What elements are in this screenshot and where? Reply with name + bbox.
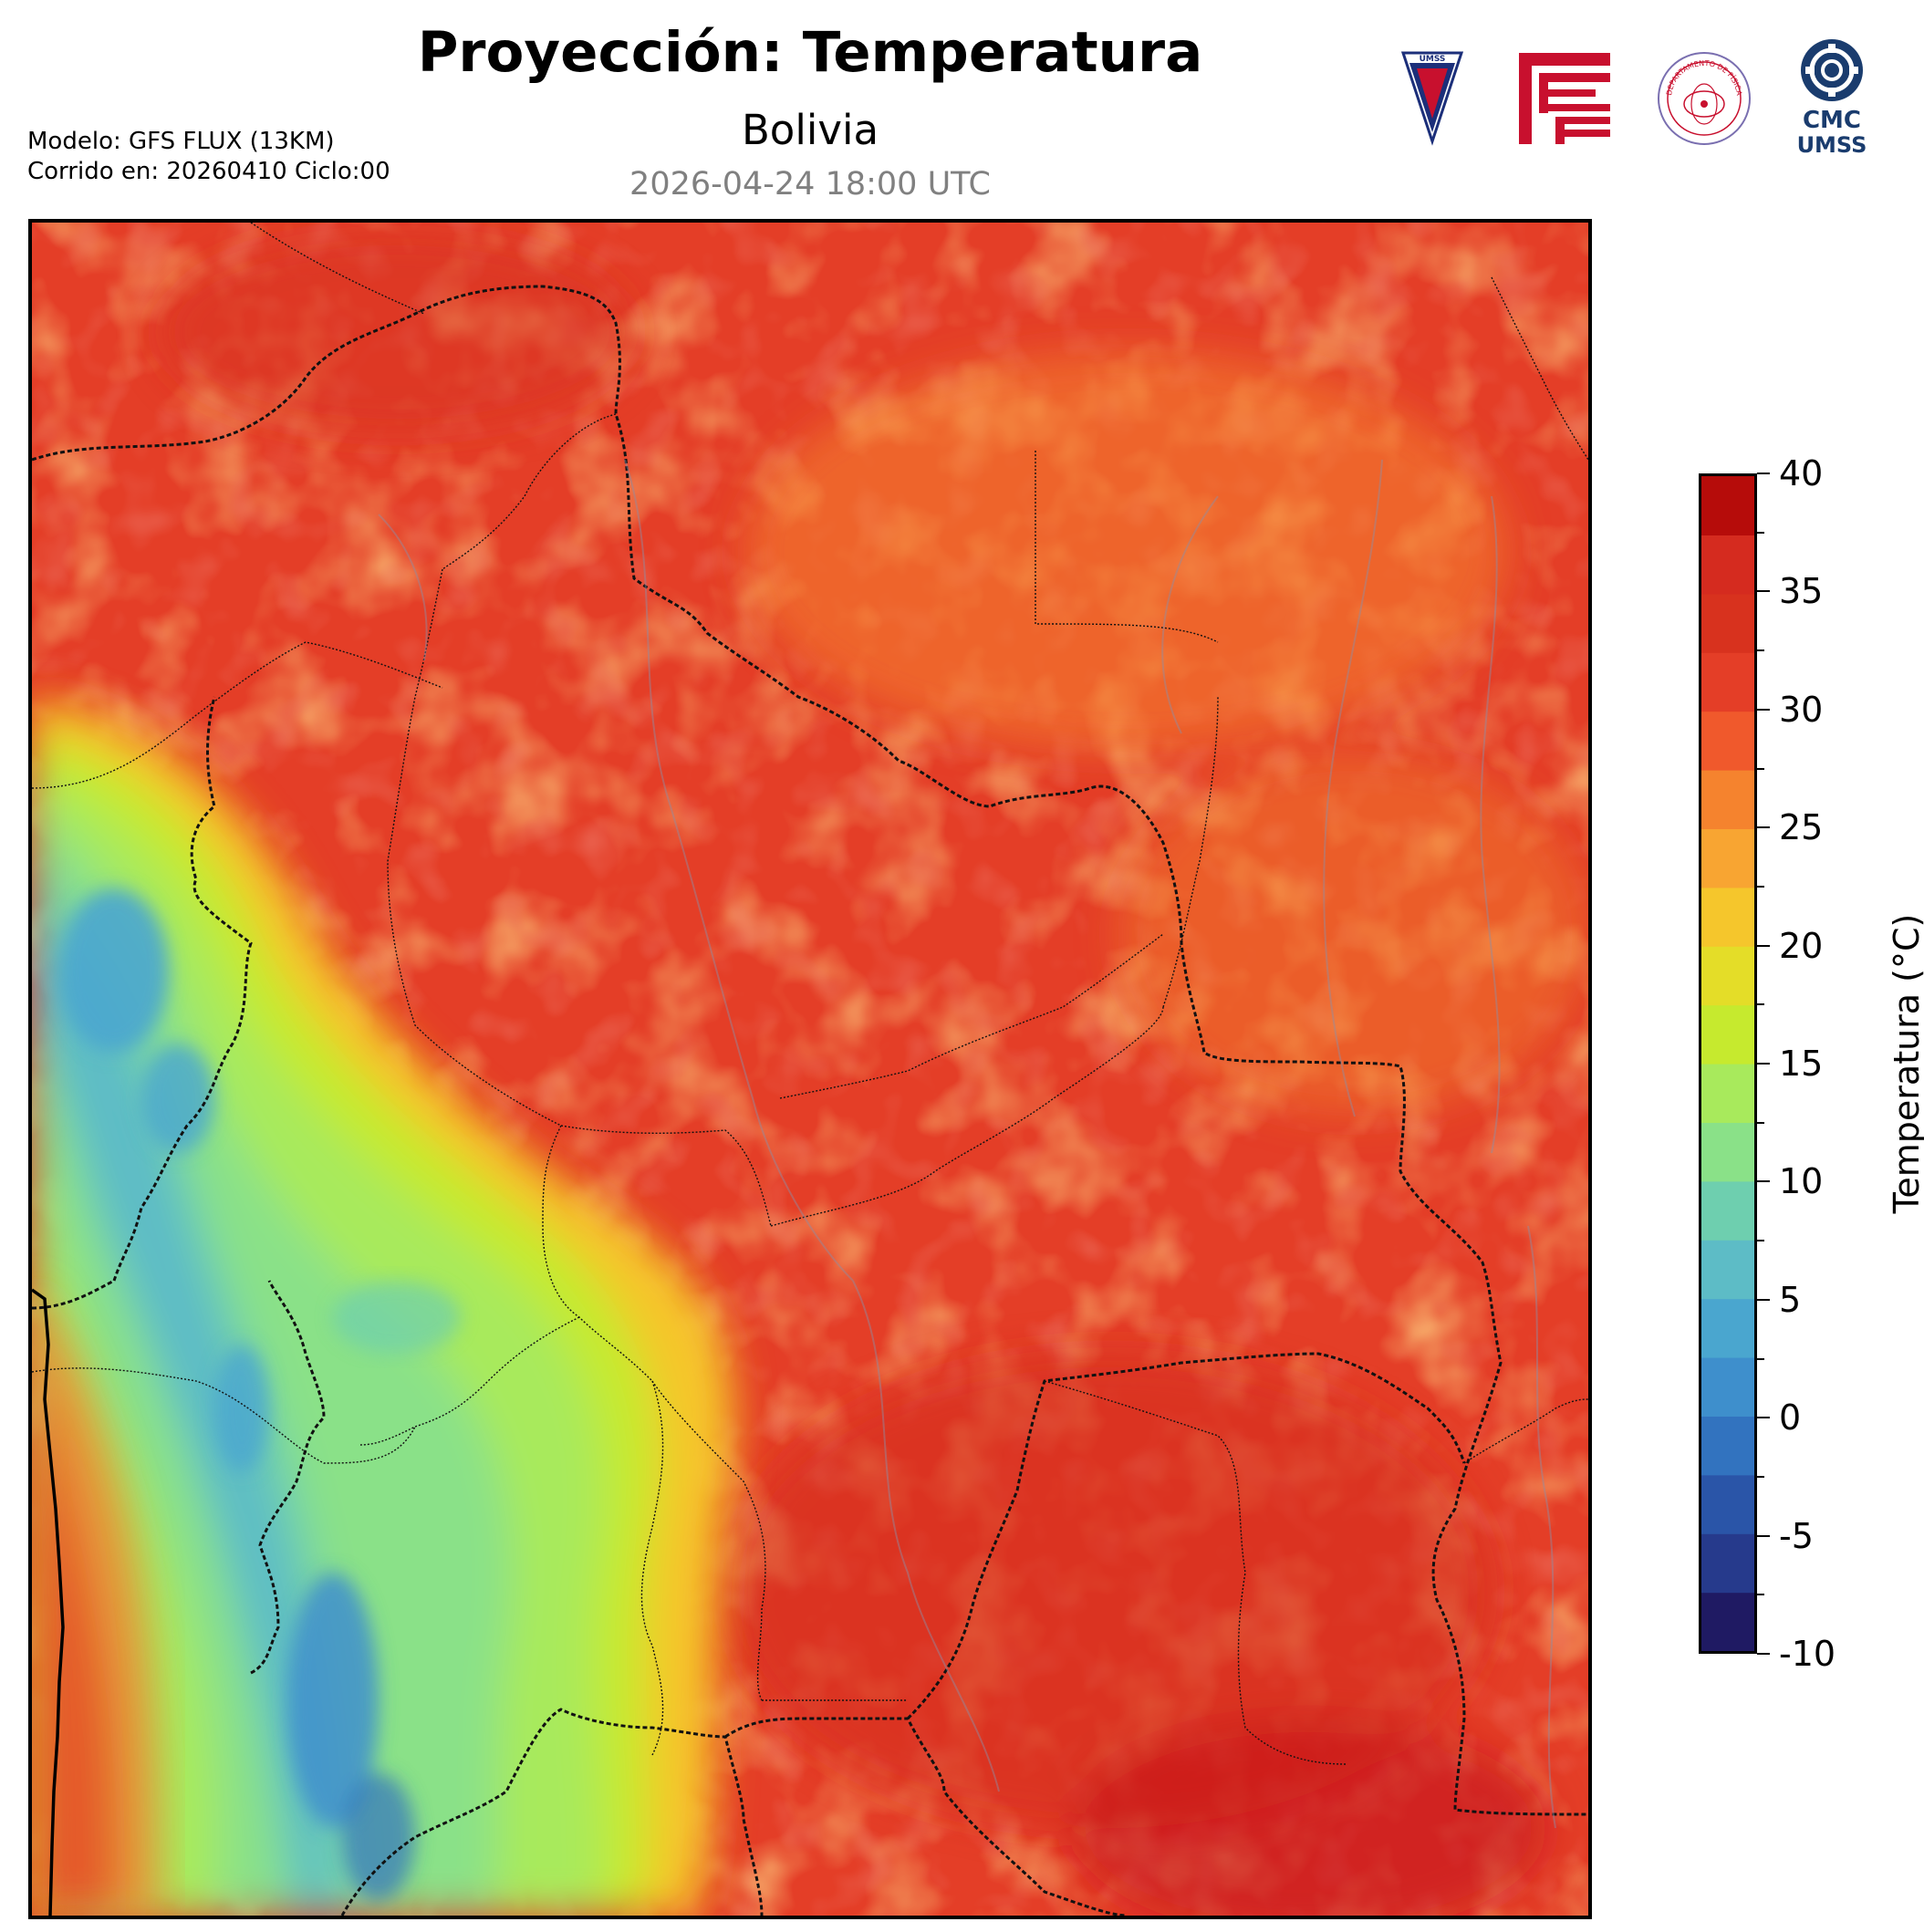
colorbar-tick-label: 30	[1779, 689, 1824, 730]
colorbar-major-tick	[1757, 1653, 1770, 1655]
svg-text:CMC: CMC	[1803, 107, 1861, 134]
colorbar-tick-label: 15	[1779, 1044, 1824, 1084]
colorbar-tick-label: 10	[1779, 1161, 1824, 1202]
colorbar-swatch	[1701, 652, 1754, 712]
colorbar-swatch	[1701, 1533, 1754, 1594]
department-borders	[32, 223, 1588, 1765]
rivers	[378, 459, 1556, 1829]
colorbar-minor-tick	[1757, 1121, 1764, 1124]
altiplano-cold-spots	[59, 888, 415, 1901]
colorbar-minor-tick	[1757, 1475, 1764, 1478]
colorbar-tick-label: 0	[1779, 1397, 1802, 1439]
colorbar-swatch	[1701, 887, 1754, 947]
departamento-fisica-seal: DEPARTAMENTO DE FÍSICA	[1653, 47, 1755, 153]
colorbar-swatch	[1701, 1122, 1754, 1182]
colorbar-tick-label: 5	[1779, 1279, 1802, 1320]
colorbar-swatch	[1701, 1357, 1754, 1417]
colorbar-minor-tick	[1757, 1240, 1764, 1242]
colorbar-minor-tick	[1757, 531, 1764, 534]
colorbar-major-tick	[1757, 590, 1770, 593]
colorbar-tick-label: -5	[1779, 1515, 1814, 1556]
model-info: Modelo: GFS FLUX (13KM)	[27, 128, 335, 155]
colorbar-swatch	[1701, 476, 1754, 535]
valid-time: 2026-04-24 18:00 UTC	[629, 166, 991, 203]
colorbar-tick-label: 35	[1779, 571, 1824, 612]
temperature-colorbar	[1699, 473, 1757, 1654]
colorbar-major-tick	[1757, 473, 1770, 474]
colorbar-swatch	[1701, 593, 1754, 653]
region-subtitle: Bolivia	[741, 106, 879, 154]
colorbar-tick-label: 40	[1779, 453, 1824, 493]
colorbar-swatch	[1701, 1592, 1754, 1651]
colorbar-swatch	[1701, 1416, 1754, 1476]
colorbar-swatches	[1701, 476, 1754, 1651]
colorbar-swatch	[1701, 946, 1754, 1006]
colorbar-major-tick	[1757, 708, 1770, 711]
colorbar-minor-tick	[1757, 767, 1764, 770]
colorbar-major-tick	[1757, 1063, 1770, 1065]
colorbar-swatch	[1701, 1298, 1754, 1358]
cmc-umss-logo: CMC UMSS	[1791, 36, 1873, 163]
colorbar-minor-tick	[1757, 885, 1764, 888]
colorbar-swatch	[1701, 828, 1754, 888]
colorbar-major-tick	[1757, 944, 1770, 947]
colorbar-major-tick	[1757, 1298, 1770, 1301]
lake-titicaca-zone	[333, 1281, 461, 1354]
colorbar-tick-label: -10	[1779, 1634, 1836, 1674]
colorbar-major-tick	[1757, 1534, 1770, 1537]
faculty-logo	[1519, 53, 1610, 148]
colorbar-swatch	[1701, 1064, 1754, 1123]
colorbar-swatch	[1701, 1004, 1754, 1065]
colorbar-label: Temperatura (°C)	[1887, 913, 1924, 1214]
colorbar-major-tick	[1757, 1417, 1770, 1419]
pacific-coastline	[32, 1288, 65, 1916]
field-regional-patches	[160, 232, 1588, 1916]
coastal-warm-strip	[32, 1281, 160, 1916]
umss-shield-logo: UMSS	[1400, 50, 1464, 150]
map-title: Proyección: Temperatura	[417, 20, 1203, 85]
temperature-map[interactable]	[28, 219, 1592, 1919]
colorbar-swatch	[1701, 1240, 1754, 1300]
colorbar-swatch	[1701, 770, 1754, 829]
colorbar-minor-tick	[1757, 1594, 1764, 1596]
country-borders	[32, 285, 1588, 1916]
colorbar-minor-tick	[1757, 1003, 1764, 1006]
umss-shield-text: UMSS	[1420, 55, 1446, 64]
colorbar-swatch	[1701, 1474, 1754, 1534]
run-info: Corrido en: 20260410 Ciclo:00	[27, 158, 390, 185]
colorbar-minor-tick	[1757, 649, 1764, 652]
colorbar-swatch	[1701, 711, 1754, 771]
colorbar-major-tick	[1757, 826, 1770, 829]
colorbar-swatch	[1701, 1180, 1754, 1241]
colorbar-major-tick	[1757, 1180, 1770, 1183]
colorbar-swatch	[1701, 535, 1754, 595]
colorbar-minor-tick	[1757, 1357, 1764, 1360]
colorbar-tick-label: 25	[1779, 807, 1824, 848]
colorbar-tick-label: 20	[1779, 925, 1824, 966]
svg-text:UMSS: UMSS	[1797, 132, 1867, 158]
